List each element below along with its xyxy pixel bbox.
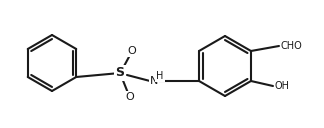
Text: O: O xyxy=(128,46,136,56)
Text: O: O xyxy=(126,92,134,102)
Text: N: N xyxy=(150,76,158,86)
Text: H: H xyxy=(156,71,164,81)
Text: S: S xyxy=(115,67,124,79)
Text: OH: OH xyxy=(275,81,290,91)
Text: CHO: CHO xyxy=(281,41,303,51)
